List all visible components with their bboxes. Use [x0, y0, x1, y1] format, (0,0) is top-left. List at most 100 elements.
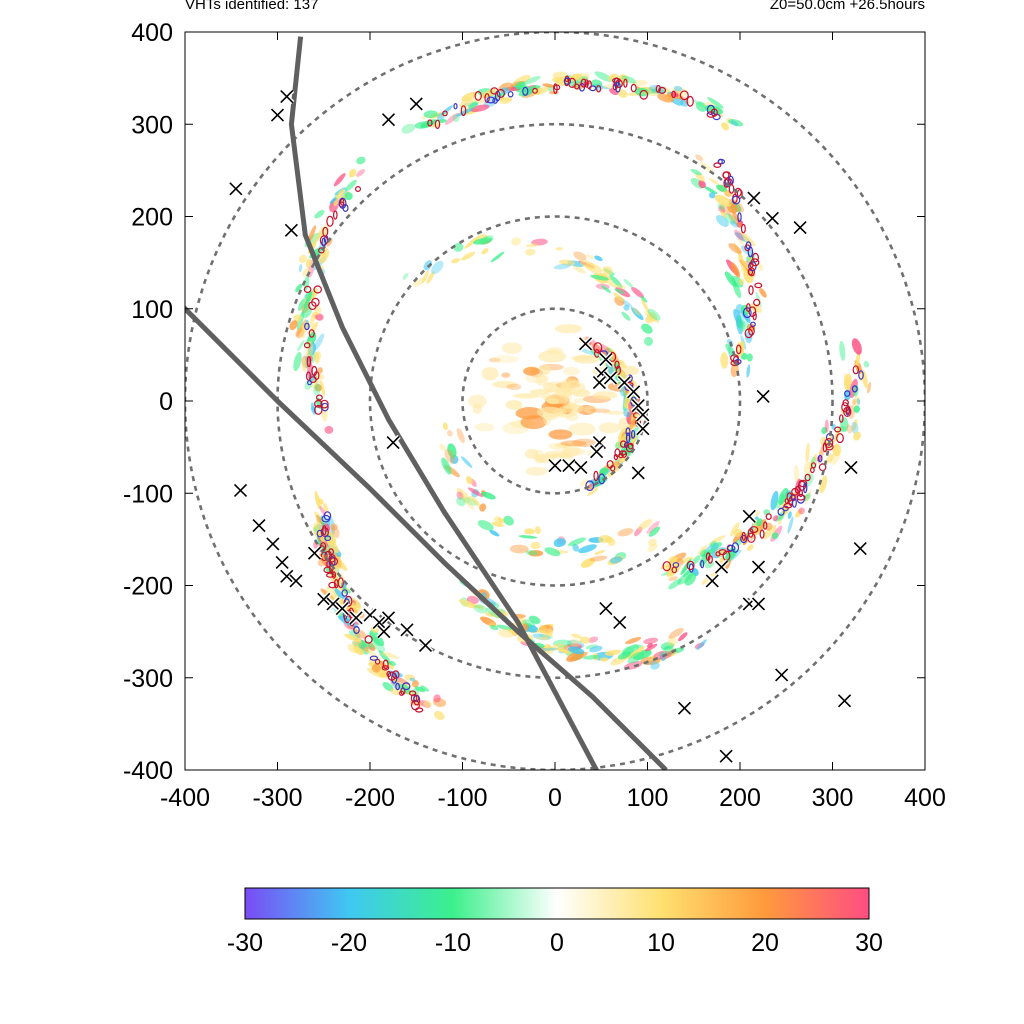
contour-loop	[307, 380, 312, 386]
shading-cell	[646, 521, 660, 534]
shading-cell	[721, 122, 730, 131]
shading-cell	[543, 644, 552, 652]
shading-cell	[603, 84, 616, 89]
y-tick-label: -200	[123, 573, 173, 601]
shading-cell	[389, 660, 396, 667]
contour-loop	[323, 511, 332, 521]
marker-stroke	[252, 518, 266, 533]
vht-marker	[598, 351, 614, 368]
shading-cell	[572, 265, 586, 274]
contour-loop	[304, 322, 310, 331]
vht-marker	[561, 457, 577, 474]
contour-loop	[748, 326, 755, 336]
shading-cell	[793, 465, 800, 484]
marker-stroke	[636, 408, 650, 422]
shading-cell	[707, 97, 724, 109]
marker-stroke	[381, 113, 396, 127]
shading-cell	[803, 493, 811, 501]
shading-cell	[313, 333, 325, 351]
shading-cell	[617, 528, 634, 537]
shading-cell	[590, 408, 611, 413]
shading-cell	[740, 232, 756, 247]
shading-cell	[601, 285, 611, 293]
shading-cell	[746, 544, 754, 551]
vht-marker	[348, 610, 364, 626]
contour-loop	[341, 589, 348, 597]
shading-cell	[356, 156, 366, 165]
contour-loop	[754, 282, 763, 289]
contour-loop	[492, 97, 498, 104]
x-tick-label: 400	[904, 784, 946, 812]
vht-marker	[265, 536, 281, 552]
vht-marker	[591, 374, 607, 391]
range-ring	[368, 215, 742, 587]
shading-cell	[315, 514, 323, 524]
contour-loop	[790, 493, 796, 502]
marker-stroke	[400, 623, 414, 637]
contour-loop	[584, 79, 589, 88]
shading-cell	[609, 556, 623, 564]
contour-loop	[593, 470, 599, 482]
contour-loop	[320, 551, 328, 562]
shading-cell	[714, 194, 732, 207]
shading-cell	[489, 529, 500, 537]
shading-cell	[637, 518, 653, 531]
shading-cell	[703, 186, 718, 195]
y-tick-label: 400	[131, 19, 173, 47]
shading-cell	[451, 258, 460, 264]
shading-cell	[414, 686, 426, 693]
marker-stroke	[266, 537, 280, 551]
contour-loop	[331, 571, 337, 579]
contour-loop	[658, 86, 667, 94]
shading-cell	[570, 355, 594, 361]
shading-cell	[431, 260, 444, 275]
shading-cell	[756, 518, 763, 527]
shading-cell	[584, 405, 598, 414]
vht-marker	[630, 398, 646, 414]
shading-cell	[329, 197, 337, 204]
marker-stroke	[289, 574, 303, 588]
marker-stroke	[599, 601, 613, 616]
contour-loop	[727, 544, 736, 552]
shading-cell	[568, 537, 586, 547]
marker-stroke	[599, 352, 613, 367]
shading-cell	[568, 422, 596, 436]
shading-cell	[681, 556, 694, 564]
contour-loop	[630, 83, 637, 93]
contour-loop	[731, 195, 741, 205]
contour-loop	[567, 77, 577, 89]
contour-loop	[735, 344, 742, 355]
contour-loop	[713, 162, 722, 169]
marker-stroke	[751, 560, 766, 574]
shading-cell	[468, 394, 487, 409]
contour-loop	[595, 85, 602, 93]
vht-marker	[573, 459, 589, 476]
contour-loop	[328, 581, 337, 589]
marker-stroke	[270, 108, 285, 122]
vht-marker	[602, 370, 619, 386]
shading-cell	[440, 105, 453, 116]
marker-stroke	[377, 625, 391, 639]
shading-cell	[331, 524, 340, 539]
vht-marker	[750, 559, 767, 575]
shading-cell	[317, 367, 323, 374]
shading-cell	[572, 543, 580, 552]
contour-loop	[382, 659, 389, 670]
shading-cell	[491, 355, 520, 363]
shading-cell	[623, 304, 630, 311]
contour-loop	[630, 429, 636, 439]
shading-cell	[853, 395, 861, 407]
contour-loop	[453, 102, 458, 110]
contour-loop	[606, 460, 614, 469]
marker-stroke	[562, 459, 576, 473]
shading-cell	[314, 351, 320, 364]
range-ring	[461, 307, 649, 495]
shading-cell	[553, 538, 566, 548]
marker-stroke	[284, 223, 298, 237]
vht-marker	[635, 421, 651, 437]
shading-cell	[723, 190, 735, 197]
shading-cell	[315, 313, 324, 321]
shading-cell	[772, 515, 779, 522]
shading-cell	[593, 391, 618, 400]
